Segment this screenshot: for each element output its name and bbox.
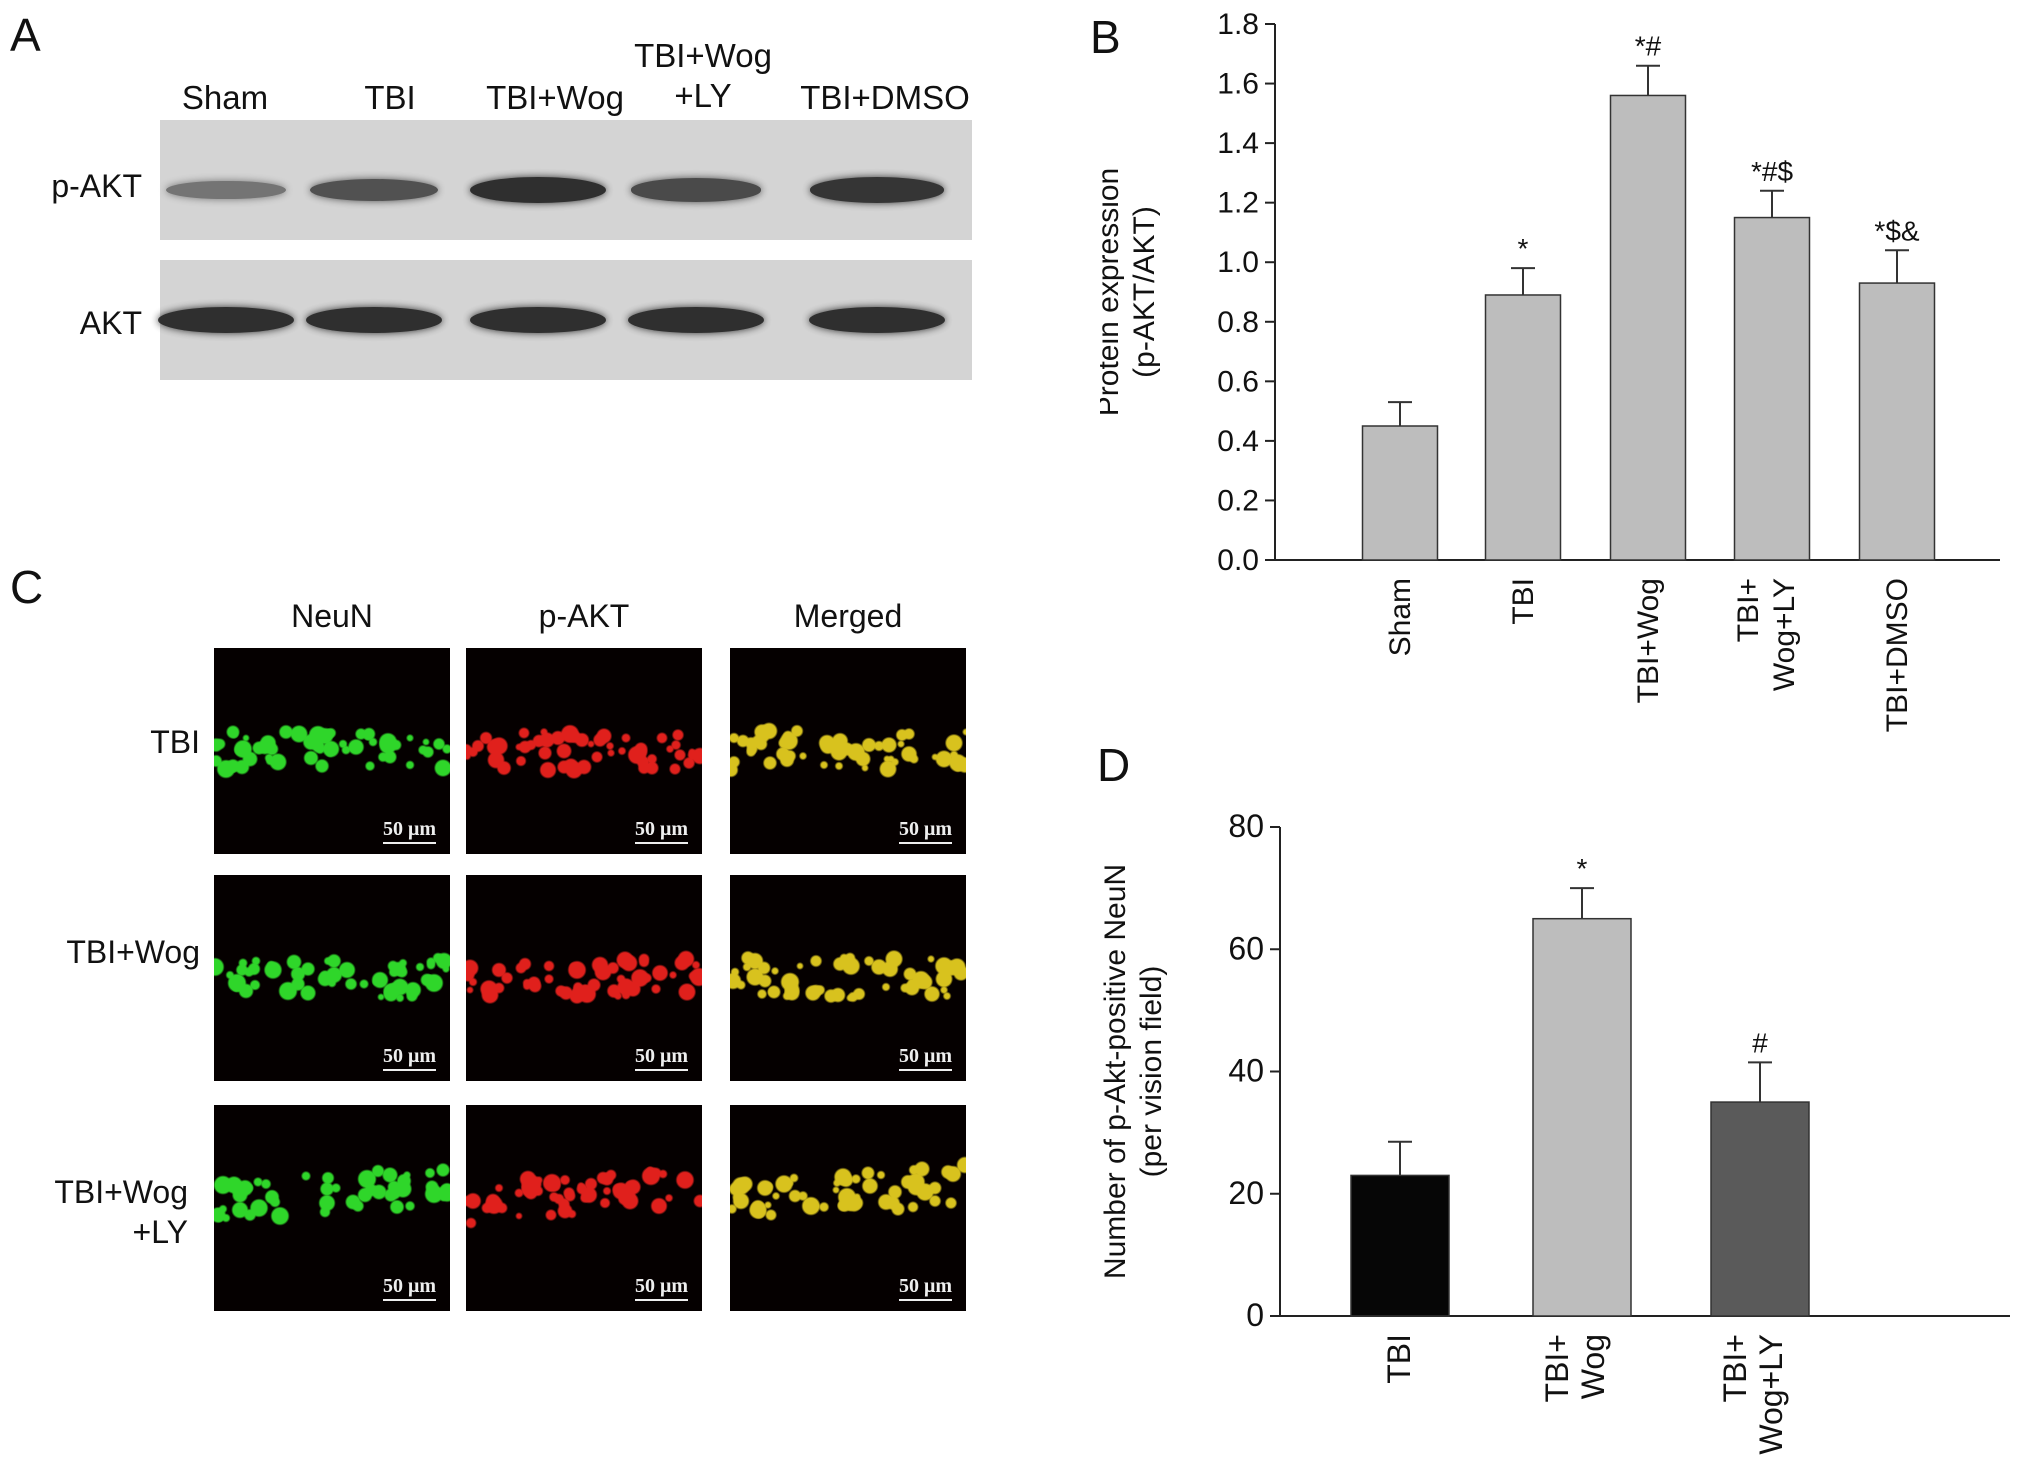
y-tick-label: 0.8 [1217, 306, 1259, 339]
fl-col-head-pakt: p-AKT [538, 598, 630, 634]
scale-bar-label: 50 μm [383, 1045, 436, 1071]
bar [1733, 216, 1811, 561]
blot-band-akt-2 [470, 307, 606, 333]
blot-band-p-akt-2 [470, 177, 606, 203]
lane-label-tbi-wog: TBI+Wog [486, 79, 624, 116]
blot-strip-pakt [160, 120, 972, 240]
blot-band-p-akt-0 [165, 180, 287, 200]
fl-row-label-tbi-wog: TBI+Wog [66, 934, 200, 970]
scale-bar-label: 50 μm [383, 1275, 436, 1301]
x-tick-label: TBI+Wog [1539, 1334, 1611, 1402]
micrograph-r2-neun: 50 μm [214, 1105, 450, 1311]
panel-letter-d: D [1097, 739, 1131, 791]
scale-bar-label: 50 μm [635, 1275, 688, 1301]
y-tick-label: 1.2 [1217, 187, 1259, 220]
panel-letter-c: C [10, 561, 44, 613]
micrograph-r0-neun: 50 μm [214, 648, 450, 854]
blot-band-akt-3 [628, 307, 764, 333]
bar [1609, 94, 1687, 561]
y-tick-label: 0.6 [1217, 365, 1259, 398]
bar [1858, 282, 1936, 561]
y-tick-label: 0 [1246, 1297, 1264, 1333]
scale-bar-label: 50 μm [635, 1045, 688, 1071]
x-tick-label: TBI+Wog+LY [1732, 578, 1801, 691]
significance-label: * [1577, 853, 1588, 884]
y-axis-label: Protein expression (p-AKT/AKT) [1100, 168, 1161, 416]
bar [1484, 294, 1562, 561]
panel-letter-b: B [1090, 11, 1121, 63]
significance-label: * [1518, 233, 1529, 264]
bar [1710, 1101, 1810, 1317]
y-tick-label: 60 [1228, 930, 1264, 966]
x-tick-label: TBI [1381, 1334, 1417, 1384]
fl-row-label-tbi-wog-ly: TBI+Wog +LY [54, 1174, 188, 1250]
y-tick-label: 1.6 [1217, 68, 1259, 101]
y-tick-label: 1.0 [1217, 246, 1259, 279]
scale-bar-label: 50 μm [899, 818, 952, 844]
fl-row-label-tbi: TBI [150, 724, 200, 760]
significance-label: *# [1635, 31, 1662, 62]
y-tick-label: 1.8 [1217, 8, 1259, 41]
blot-row-label-pakt: p-AKT [51, 168, 142, 204]
bar [1361, 425, 1439, 561]
y-tick-label: 0.2 [1217, 484, 1259, 517]
scale-bar-label: 50 μm [899, 1275, 952, 1301]
micrograph-r1-p-akt: 50 μm [466, 875, 702, 1081]
blot-band-akt-0 [158, 307, 294, 333]
scale-bar-label: 50 μm [635, 818, 688, 844]
blot-band-p-akt-3 [631, 178, 761, 202]
blot-band-p-akt-4 [810, 177, 944, 203]
micrograph-r1-merged: 50 μm [730, 875, 966, 1081]
blot-strip-akt [158, 260, 972, 380]
y-axis-label: Number of p-Akt-positive NeuN (per vision… [1100, 864, 1168, 1279]
y-tick-label: 40 [1228, 1053, 1264, 1089]
lane-label-tbi: TBI [364, 79, 416, 116]
y-tick-label: 80 [1228, 808, 1264, 844]
x-tick-label: TBI+Wog+LY [1717, 1334, 1789, 1455]
chart-b: 0.0 0.2 0.4 0.6 0.8 1.0 1.2 1.4 1.6 1.8 Protein ex… [1100, 8, 2000, 732]
blot-band-akt-1 [306, 307, 442, 333]
micrograph-r2-merged: 50 μm [730, 1105, 966, 1311]
y-tick-label: 1.4 [1217, 127, 1259, 160]
bar [1350, 1174, 1450, 1317]
x-tick-label: TBI [1507, 578, 1540, 625]
fl-col-head-merged: Merged [793, 598, 903, 634]
blot-band-p-akt-1 [310, 178, 438, 202]
micrograph-r1-neun: 50 μm [214, 875, 450, 1081]
micrograph-r0-p-akt: 50 μm [466, 648, 702, 854]
significance-label: *$& [1874, 215, 1919, 246]
x-tick-label: TBI+DMSO [1881, 578, 1914, 732]
micrograph-r0-merged: 50 μm [730, 648, 966, 854]
blot-row-label-akt: AKT [79, 305, 142, 341]
lane-label-tbi-wog-ly: TBI+Wog +LY [634, 37, 772, 114]
x-tick-label: TBI+Wog [1632, 578, 1665, 703]
significance-label: # [1752, 1027, 1768, 1058]
y-tick-label: 0.0 [1217, 544, 1259, 577]
y-tick-label: 20 [1228, 1175, 1264, 1211]
y-tick-label: 0.4 [1217, 425, 1259, 458]
micrograph-r2-p-akt: 50 μm [466, 1105, 702, 1311]
panel-letter-a: A [10, 9, 41, 61]
bar [1532, 917, 1632, 1317]
scale-bar-label: 50 μm [899, 1045, 952, 1071]
x-tick-label: Sham [1384, 578, 1417, 656]
blot-band-akt-4 [809, 307, 945, 333]
fl-col-head-neun: NeuN [291, 598, 373, 634]
significance-label: *#$ [1751, 156, 1793, 187]
chart-d: 0 20 40 60 80 Number of p-Akt-positive NeuN (p… [1100, 808, 2010, 1455]
lane-label-tbi-dmso: TBI+DMSO [800, 79, 970, 116]
lane-label-sham: Sham [181, 79, 269, 116]
scale-bar-label: 50 μm [383, 818, 436, 844]
